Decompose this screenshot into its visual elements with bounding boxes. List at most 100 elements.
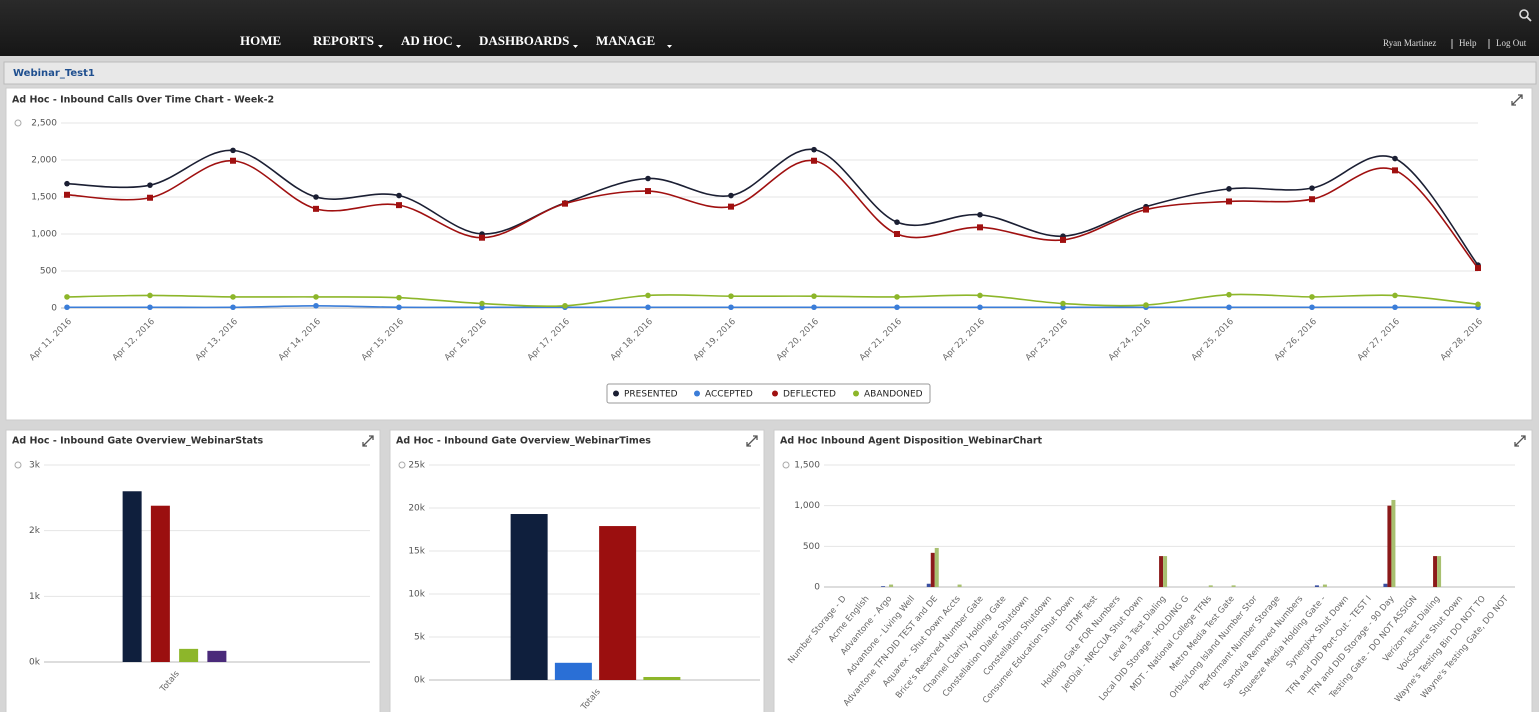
point xyxy=(894,231,900,237)
point xyxy=(811,157,817,164)
bar xyxy=(1322,584,1327,587)
zoom-icon[interactable] xyxy=(14,461,22,469)
point xyxy=(728,203,734,210)
point xyxy=(1226,186,1232,192)
nav-item[interactable]: MANAGE xyxy=(596,33,655,48)
panel xyxy=(5,87,1533,421)
bar xyxy=(510,514,548,680)
expand-icon[interactable] xyxy=(1511,94,1523,106)
nav-item[interactable]: DASHBOARDS xyxy=(479,33,569,48)
point xyxy=(645,188,651,195)
point xyxy=(977,224,983,231)
bar xyxy=(122,491,142,662)
bar xyxy=(150,505,170,662)
point xyxy=(728,304,734,311)
point xyxy=(230,147,236,154)
point xyxy=(811,146,817,153)
point xyxy=(396,202,402,209)
y-tick-label: 1,500 xyxy=(794,461,820,471)
y-tick-label: 2k xyxy=(29,526,41,536)
tab-bar xyxy=(3,61,1537,85)
point xyxy=(894,304,900,311)
y-tick-label: 1,000 xyxy=(31,230,57,240)
point xyxy=(396,294,402,301)
y-tick-label: 10k xyxy=(408,590,425,600)
panel-title: Ad Hoc - Inbound Gate Overview_WebinarSt… xyxy=(12,436,264,447)
y-tick-label: 1k xyxy=(29,592,41,602)
zoom-icon[interactable] xyxy=(14,119,22,127)
zoom-icon[interactable] xyxy=(782,461,790,469)
bar xyxy=(881,586,886,587)
point xyxy=(645,292,651,299)
point xyxy=(1392,167,1398,174)
bar xyxy=(179,648,199,662)
dropdown-arrow xyxy=(573,45,578,48)
point xyxy=(1226,198,1232,205)
point xyxy=(230,304,236,311)
point xyxy=(1060,236,1066,243)
y-tick-label: 15k xyxy=(408,547,425,557)
point xyxy=(396,304,402,311)
point xyxy=(562,302,568,309)
y-tick-label: 1,000 xyxy=(794,501,820,511)
bar xyxy=(207,650,227,662)
point xyxy=(1475,301,1481,308)
y-tick-label: 0k xyxy=(414,676,426,686)
y-tick-label: 0 xyxy=(51,304,57,314)
bar xyxy=(554,662,592,680)
legend-label[interactable]: ACCEPTED xyxy=(705,390,753,400)
point xyxy=(313,194,319,200)
point xyxy=(728,293,734,299)
point xyxy=(1060,300,1066,307)
bar xyxy=(930,552,935,587)
bar xyxy=(1163,556,1168,587)
legend-box xyxy=(606,383,931,404)
point xyxy=(479,234,485,241)
panel-title: Ad Hoc - Inbound Calls Over Time Chart -… xyxy=(12,95,274,106)
zoom-icon[interactable] xyxy=(398,461,406,469)
expand-icon[interactable] xyxy=(362,435,374,447)
point xyxy=(1309,185,1315,191)
bar xyxy=(926,583,931,587)
y-tick-label: 0 xyxy=(814,583,820,593)
point xyxy=(894,294,900,300)
legend-label[interactable]: ABANDONED xyxy=(864,390,923,400)
bar xyxy=(643,676,681,680)
series-line xyxy=(66,293,1479,308)
point xyxy=(645,175,651,182)
expand-icon[interactable] xyxy=(746,435,758,447)
point xyxy=(811,293,817,299)
y-tick-label: 0k xyxy=(29,658,41,668)
search-icon[interactable] xyxy=(1519,9,1532,22)
point xyxy=(1143,206,1149,213)
nav-item[interactable]: HOME xyxy=(240,33,281,48)
point xyxy=(977,304,983,311)
panel xyxy=(5,429,381,712)
point xyxy=(1475,265,1481,272)
dropdown-arrow xyxy=(456,45,461,48)
legend-marker xyxy=(853,390,859,397)
series-line xyxy=(66,159,1479,269)
point xyxy=(1392,304,1398,311)
panel-title: Ad Hoc - Inbound Gate Overview_WebinarTi… xyxy=(396,436,651,447)
nav-item[interactable]: REPORTS xyxy=(313,33,374,48)
nav-item[interactable]: AD HOC xyxy=(401,33,453,48)
series-line xyxy=(66,148,1479,266)
y-tick-label: 500 xyxy=(803,542,820,552)
bar xyxy=(1433,556,1438,587)
user-link[interactable]: Help xyxy=(1459,38,1477,48)
point xyxy=(1309,196,1315,203)
legend-label[interactable]: DEFLECTED xyxy=(783,390,836,400)
expand-icon[interactable] xyxy=(1514,435,1526,447)
legend-marker xyxy=(613,390,619,397)
point xyxy=(1309,304,1315,311)
bar xyxy=(599,526,637,680)
point xyxy=(645,304,651,311)
tab[interactable]: Webinar_Test1 xyxy=(13,68,95,79)
legend-label[interactable]: PRESENTED xyxy=(624,390,678,400)
point xyxy=(1392,292,1398,299)
bar xyxy=(1391,499,1396,587)
point xyxy=(479,300,485,307)
user-link[interactable]: Log Out xyxy=(1496,38,1527,48)
point xyxy=(64,191,70,198)
